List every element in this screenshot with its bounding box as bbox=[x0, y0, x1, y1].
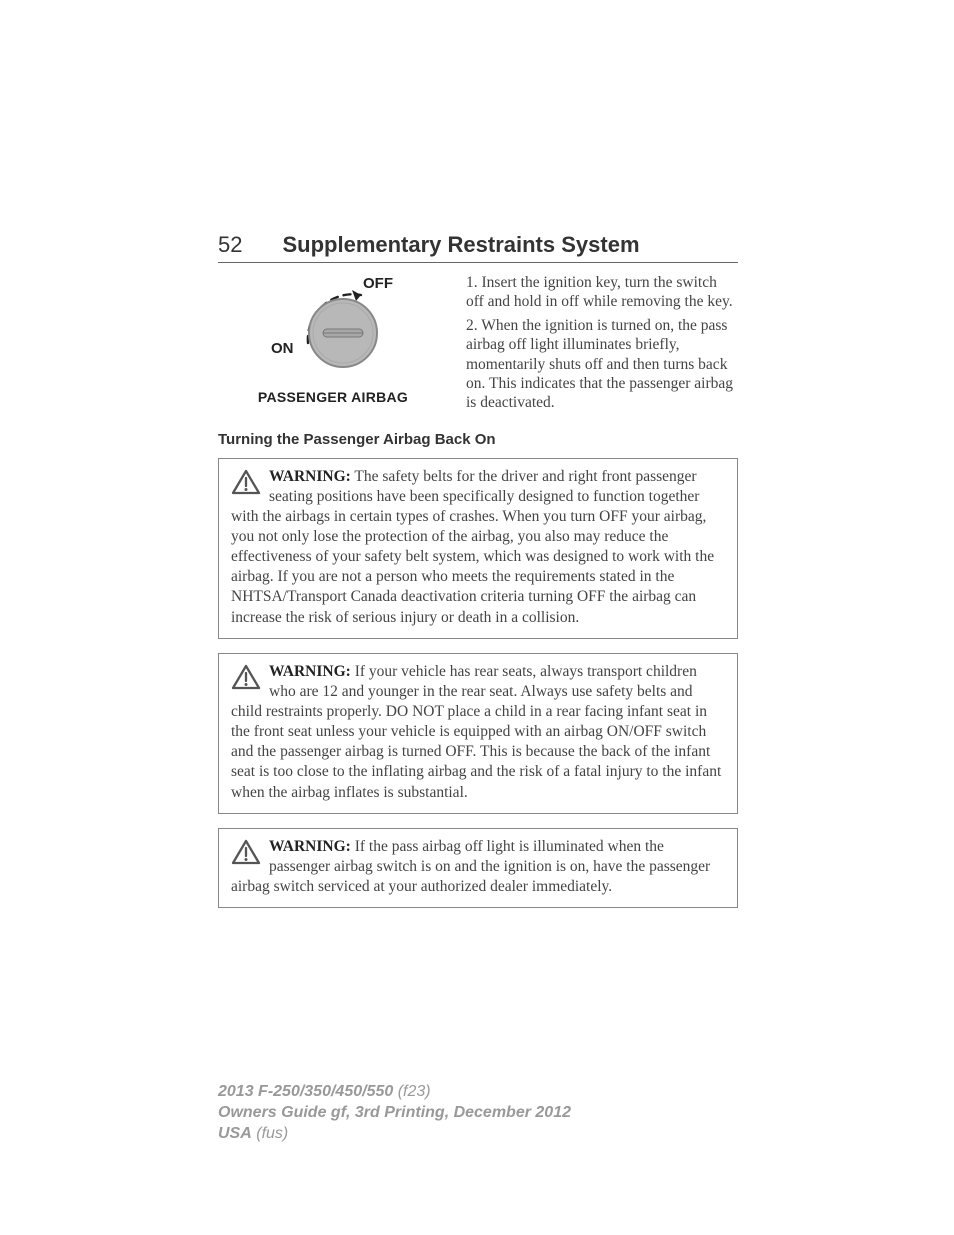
warning-label: WARNING: bbox=[269, 468, 351, 485]
page-header: 52 Supplementary Restraints System bbox=[218, 232, 738, 263]
footer-line-3: USA (fus) bbox=[218, 1124, 718, 1145]
page-title: Supplementary Restraints System bbox=[282, 232, 639, 258]
intro-section: OFF ON PASSENGER AIRBAG 1. Insert the ig… bbox=[218, 273, 738, 417]
footer-model-code: (f23) bbox=[398, 1083, 431, 1100]
footer-model: 2013 F-250/350/450/550 bbox=[218, 1083, 393, 1100]
intro-steps: 1. Insert the ignition key, turn the swi… bbox=[466, 273, 738, 417]
switch-svg: OFF ON bbox=[253, 273, 413, 383]
switch-label-off: OFF bbox=[363, 275, 393, 292]
warning-icon bbox=[231, 664, 261, 690]
warning-box-3: WARNING: If the pass airbag off light is… bbox=[218, 828, 738, 908]
footer-region-code: (fus) bbox=[256, 1125, 288, 1142]
page-number: 52 bbox=[218, 232, 242, 258]
footer-guide: Owners Guide gf, 3rd Printing, December … bbox=[218, 1104, 571, 1121]
warning-box-1: WARNING: The safety belts for the driver… bbox=[218, 458, 738, 639]
warning-label: WARNING: bbox=[269, 663, 351, 680]
warning-text-1: The safety belts for the driver and righ… bbox=[231, 468, 714, 626]
warning-icon bbox=[231, 839, 261, 865]
switch-label-on: ON bbox=[271, 340, 294, 357]
warning-box-2: WARNING: If your vehicle has rear seats,… bbox=[218, 653, 738, 814]
footer-region: USA bbox=[218, 1125, 252, 1142]
warning-text-2: If your vehicle has rear seats, always t… bbox=[231, 663, 721, 801]
page-footer: 2013 F-250/350/450/550 (f23) Owners Guid… bbox=[218, 1082, 718, 1144]
switch-caption: PASSENGER AIRBAG bbox=[218, 389, 448, 405]
page-content: 52 Supplementary Restraints System OFF O… bbox=[218, 232, 738, 922]
warning-icon bbox=[231, 469, 261, 495]
footer-line-2: Owners Guide gf, 3rd Printing, December … bbox=[218, 1103, 718, 1124]
airbag-switch-diagram: OFF ON PASSENGER AIRBAG bbox=[218, 273, 448, 417]
footer-line-1: 2013 F-250/350/450/550 (f23) bbox=[218, 1082, 718, 1103]
subheading: Turning the Passenger Airbag Back On bbox=[218, 431, 738, 448]
intro-step-2: 2. When the ignition is turned on, the p… bbox=[466, 316, 738, 413]
intro-step-1: 1. Insert the ignition key, turn the swi… bbox=[466, 273, 738, 312]
warning-label: WARNING: bbox=[269, 838, 351, 855]
